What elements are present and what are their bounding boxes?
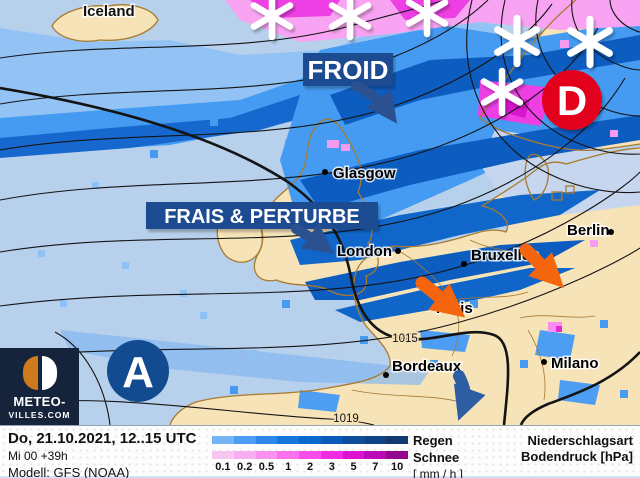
- footer-bar: Do, 21.10.2021, 12..15 UTC Mi 00 +39h Mo…: [0, 425, 640, 478]
- snow-label: Schnee: [413, 450, 460, 465]
- city-dot-glasgow: [322, 169, 328, 175]
- map-type-labels: Niederschlagsart Bodendruck [hPa]: [521, 431, 633, 463]
- meteo-villes-logo: METEO- VILLES.COM: [0, 348, 79, 425]
- city-dot-bordeaux: [383, 372, 389, 378]
- city-label-bordeaux: Bordeaux: [392, 358, 462, 375]
- unit-label: [ mm / h ]: [413, 467, 464, 478]
- frais-arrow: [291, 223, 335, 255]
- froid-banner: FROID: [303, 53, 393, 86]
- rain-color-scale: [212, 436, 409, 444]
- high-pressure-center: A: [107, 340, 169, 402]
- low-pressure-label: D: [557, 77, 587, 124]
- meteo-villes-globe-icon: [22, 356, 57, 390]
- orange-arrow-benelux: [519, 243, 564, 288]
- frais-banner-label: FRAIS & PERTURBE: [164, 206, 360, 228]
- forecast-meta: Do, 21.10.2021, 12..15 UTC Mi 00 +39h Mo…: [8, 428, 196, 478]
- city-dot-milano: [541, 359, 547, 365]
- legend-labels: Regen Schnee [ mm / h ]: [413, 430, 463, 478]
- isobar-label-1015: 1015: [392, 333, 418, 345]
- weather-map: 1015 1019 Iceland Glasgow London Bruxell…: [0, 0, 640, 425]
- trend-arrows: [415, 243, 564, 421]
- logo-text-line1: METEO-: [13, 394, 66, 409]
- rain-label: Regen: [413, 433, 453, 448]
- logo-text-line2: VILLES.COM: [8, 410, 71, 420]
- legend-tick-values: 0.1 0.2 0.5 1 2 3 5 7 10: [215, 461, 404, 473]
- city-label-milano: Milano: [551, 355, 599, 372]
- city-label-berlin: Berlin: [567, 222, 610, 239]
- model-name-label: Modell: GFS (NOAA): [8, 465, 130, 478]
- city-dot-london: [395, 248, 401, 254]
- model-run-label: Mi 00 +39h: [8, 449, 68, 463]
- valid-time-label: Do, 21.10.2021, 12..15 UTC: [8, 430, 197, 447]
- froid-banner-label: FROID: [308, 55, 389, 85]
- precip-type-title: Niederschlagsart: [527, 433, 634, 448]
- frais-banner: FRAIS & PERTURBE: [146, 202, 378, 229]
- city-dot-berlin: [608, 229, 614, 235]
- city-label-glasgow: Glasgow: [333, 165, 396, 182]
- pressure-title: Bodendruck [hPa]: [521, 449, 633, 464]
- city-label-london: London: [337, 243, 392, 260]
- orange-arrow-paris: [415, 276, 466, 318]
- high-pressure-label: A: [122, 348, 154, 397]
- precipitation-legend: 0.1 0.2 0.5 1 2 3 5 7 10: [212, 436, 409, 473]
- region-label-iceland: Iceland: [83, 3, 135, 20]
- low-pressure-center: D: [542, 70, 602, 130]
- froid-arrow: [351, 81, 398, 124]
- isobar-value-labels: 1015 1019: [332, 332, 420, 426]
- city-dot-bruxelles: [461, 261, 467, 267]
- snow-color-scale: [212, 451, 409, 459]
- blue-arrow-south: [453, 370, 486, 421]
- isobar-label-1019: 1019: [333, 413, 359, 425]
